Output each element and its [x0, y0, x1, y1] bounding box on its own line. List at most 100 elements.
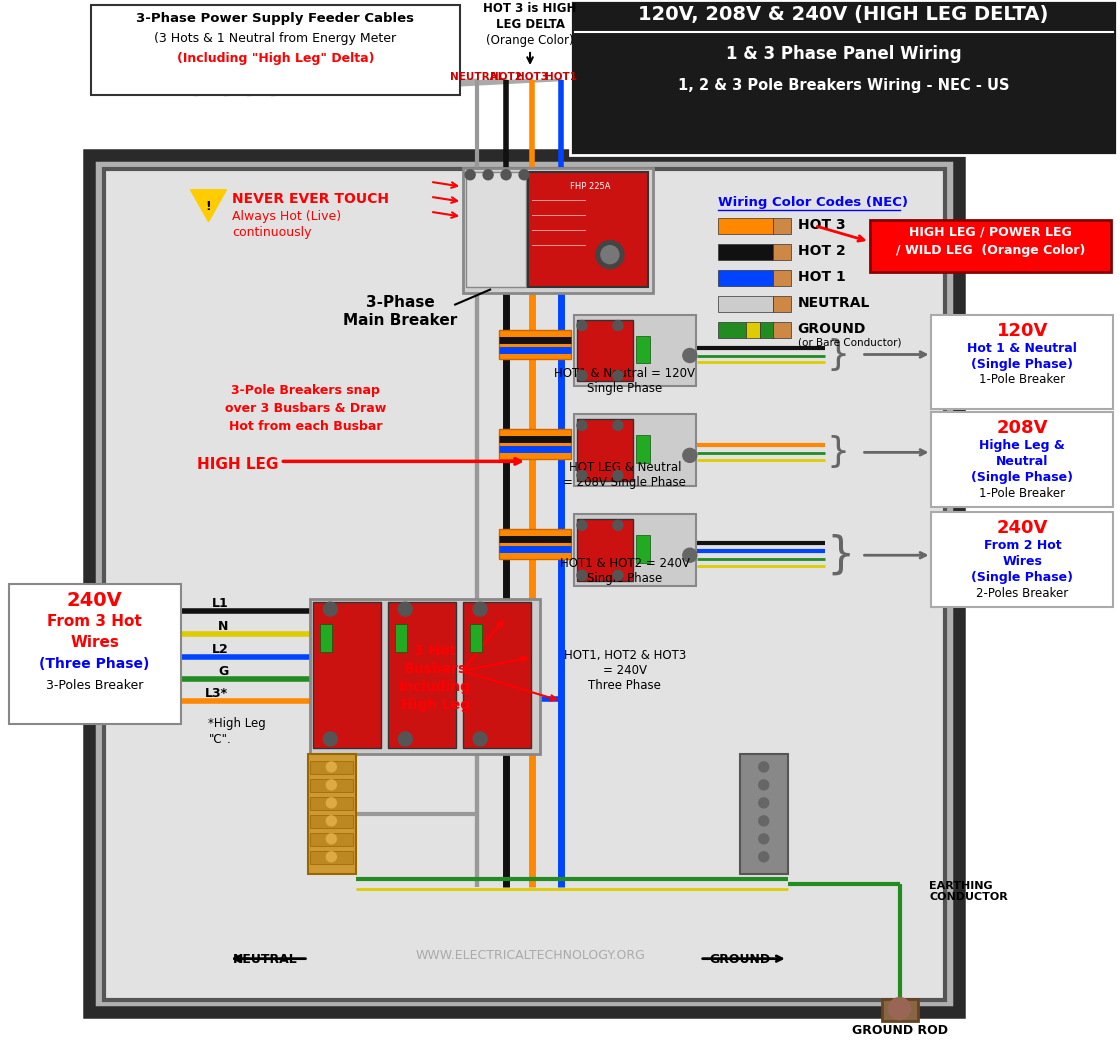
- Circle shape: [613, 520, 623, 530]
- Text: continuously: continuously: [233, 226, 312, 239]
- FancyBboxPatch shape: [759, 321, 774, 338]
- Circle shape: [577, 470, 587, 480]
- FancyBboxPatch shape: [91, 5, 460, 95]
- Circle shape: [399, 602, 412, 616]
- Text: (3 Hots & 1 Neutral from Energy Meter: (3 Hots & 1 Neutral from Energy Meter: [155, 32, 396, 45]
- FancyBboxPatch shape: [577, 519, 633, 581]
- Polygon shape: [190, 189, 226, 222]
- FancyBboxPatch shape: [500, 430, 571, 460]
- Text: WWW.ELECTRICALTECHNOLOGY.ORG: WWW.ELECTRICALTECHNOLOGY.ORG: [416, 948, 645, 962]
- FancyBboxPatch shape: [466, 172, 526, 287]
- Text: L2: L2: [212, 643, 228, 656]
- FancyBboxPatch shape: [746, 321, 759, 338]
- Circle shape: [613, 370, 623, 381]
- Text: Always Hot (Live): Always Hot (Live): [233, 210, 342, 223]
- FancyBboxPatch shape: [881, 998, 917, 1020]
- Circle shape: [683, 348, 697, 363]
- Text: 1-Pole Breaker: 1-Pole Breaker: [979, 488, 1065, 500]
- Text: over 3 Busbars & Draw: over 3 Busbars & Draw: [225, 402, 386, 415]
- Circle shape: [577, 520, 587, 530]
- FancyBboxPatch shape: [464, 167, 653, 292]
- Circle shape: [483, 170, 493, 180]
- FancyBboxPatch shape: [573, 414, 696, 487]
- Text: Including: Including: [399, 680, 472, 694]
- FancyBboxPatch shape: [932, 413, 1113, 508]
- Text: (Three Phase): (Three Phase): [39, 657, 150, 671]
- Circle shape: [326, 834, 336, 843]
- FancyBboxPatch shape: [88, 155, 960, 1012]
- Circle shape: [758, 780, 768, 790]
- Circle shape: [473, 602, 487, 616]
- Circle shape: [758, 762, 768, 772]
- Circle shape: [577, 320, 587, 331]
- Circle shape: [473, 732, 487, 746]
- Circle shape: [326, 798, 336, 808]
- FancyBboxPatch shape: [718, 269, 773, 286]
- FancyBboxPatch shape: [310, 599, 540, 754]
- FancyBboxPatch shape: [570, 0, 1118, 155]
- FancyBboxPatch shape: [310, 815, 353, 828]
- Circle shape: [613, 320, 623, 331]
- Circle shape: [519, 170, 529, 180]
- FancyBboxPatch shape: [573, 314, 696, 387]
- FancyBboxPatch shape: [577, 419, 633, 482]
- Text: 120V, 208V & 240V (HIGH LEG DELTA): 120V, 208V & 240V (HIGH LEG DELTA): [638, 5, 1048, 24]
- FancyBboxPatch shape: [932, 314, 1113, 410]
- Text: (Single Phase): (Single Phase): [971, 358, 1073, 370]
- Text: 240V: 240V: [997, 519, 1048, 538]
- FancyBboxPatch shape: [310, 851, 353, 864]
- FancyBboxPatch shape: [310, 779, 353, 791]
- Text: EARTHING
CONDUCTOR: EARTHING CONDUCTOR: [930, 881, 1008, 903]
- Circle shape: [326, 815, 336, 826]
- Text: FHP 225A: FHP 225A: [570, 182, 610, 190]
- FancyBboxPatch shape: [636, 336, 650, 364]
- Text: (Single Phase): (Single Phase): [971, 571, 1073, 584]
- FancyBboxPatch shape: [718, 295, 773, 312]
- Text: L3*: L3*: [205, 687, 228, 700]
- FancyBboxPatch shape: [320, 624, 333, 652]
- Circle shape: [577, 370, 587, 381]
- Text: / WILD LEG  (Orange Color): / WILD LEG (Orange Color): [896, 243, 1085, 257]
- FancyBboxPatch shape: [470, 624, 482, 652]
- FancyBboxPatch shape: [718, 243, 773, 260]
- Text: Main Breaker: Main Breaker: [343, 313, 457, 328]
- Text: 240V: 240V: [67, 591, 122, 610]
- Text: NEVER EVER TOUCH: NEVER EVER TOUCH: [233, 191, 390, 206]
- FancyBboxPatch shape: [310, 797, 353, 810]
- Text: GROUND: GROUND: [709, 953, 771, 966]
- Text: Neutral: Neutral: [996, 456, 1048, 468]
- FancyBboxPatch shape: [636, 436, 650, 464]
- Text: 3-Poles Breaker: 3-Poles Breaker: [46, 679, 143, 692]
- Text: (Single Phase): (Single Phase): [971, 471, 1073, 485]
- Circle shape: [399, 732, 412, 746]
- Circle shape: [326, 762, 336, 772]
- FancyBboxPatch shape: [395, 624, 408, 652]
- Text: LEG DELTA: LEG DELTA: [495, 18, 564, 31]
- Text: *High Leg: *High Leg: [208, 717, 267, 730]
- Text: Hot 1 & Neutral: Hot 1 & Neutral: [968, 341, 1077, 355]
- Circle shape: [326, 780, 336, 790]
- Text: 3-Phase Power Supply Feeder Cables: 3-Phase Power Supply Feeder Cables: [137, 12, 414, 25]
- Text: 3-Phase: 3-Phase: [366, 294, 435, 310]
- FancyBboxPatch shape: [528, 172, 647, 287]
- Text: Wires: Wires: [1002, 555, 1043, 568]
- Text: G: G: [218, 665, 228, 678]
- Text: 1 & 3 Phase Panel Wiring: 1 & 3 Phase Panel Wiring: [726, 45, 961, 63]
- Text: N: N: [218, 620, 228, 633]
- Text: (or Bare Conductor): (or Bare Conductor): [797, 338, 902, 347]
- FancyBboxPatch shape: [314, 602, 381, 748]
- Text: Highe Leg &: Highe Leg &: [980, 439, 1065, 452]
- Circle shape: [501, 170, 511, 180]
- Circle shape: [613, 470, 623, 480]
- Text: HOT1, HOT2 & HOT3
= 240V
Three Phase: HOT1, HOT2 & HOT3 = 240V Three Phase: [563, 649, 687, 692]
- Text: Busbars: Busbars: [403, 662, 467, 676]
- Text: HOT 2: HOT 2: [797, 243, 846, 258]
- Text: "C".: "C".: [208, 733, 231, 746]
- Circle shape: [758, 834, 768, 843]
- FancyBboxPatch shape: [773, 269, 791, 286]
- Text: 1-Pole Breaker: 1-Pole Breaker: [979, 373, 1065, 387]
- Circle shape: [888, 997, 911, 1019]
- Text: NEUTRAL: NEUTRAL: [233, 953, 298, 966]
- Text: HIGH LEG: HIGH LEG: [197, 458, 279, 472]
- Circle shape: [324, 602, 337, 616]
